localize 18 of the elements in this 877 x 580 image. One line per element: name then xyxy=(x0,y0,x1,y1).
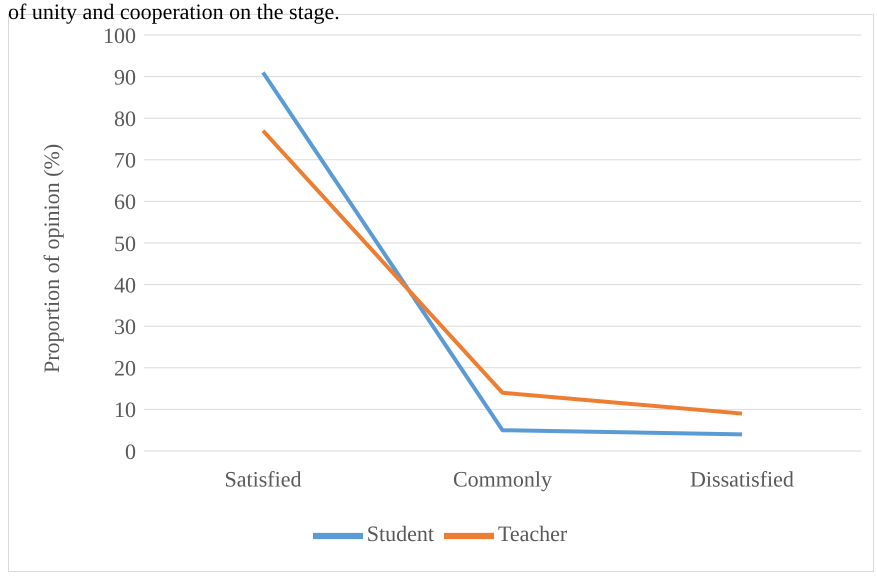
y-tick-label: 0 xyxy=(125,438,136,464)
y-axis-title: Proportion of opinion (%) xyxy=(38,144,64,373)
y-tick-label: 70 xyxy=(114,148,136,173)
y-tick-label: 30 xyxy=(114,314,136,340)
y-tick-label: 40 xyxy=(114,272,136,298)
y-tick-label: 20 xyxy=(114,356,136,381)
y-tick-label: 100 xyxy=(103,22,136,48)
legend-label: Teacher xyxy=(498,521,568,546)
y-tick-label: 60 xyxy=(114,189,136,214)
legend-label: Student xyxy=(366,521,434,546)
x-tick-label: Commonly xyxy=(452,466,552,492)
text: of unity and cooperation on the stage. xyxy=(8,0,341,24)
y-tick-label: 90 xyxy=(114,64,136,90)
y-tick-label: 10 xyxy=(114,397,136,422)
x-tick-label: Dissatisfied xyxy=(690,466,794,492)
y-tick-label: 80 xyxy=(114,106,136,132)
y-tick-label: 50 xyxy=(114,230,136,256)
x-tick-label: Satisfied xyxy=(224,466,302,492)
